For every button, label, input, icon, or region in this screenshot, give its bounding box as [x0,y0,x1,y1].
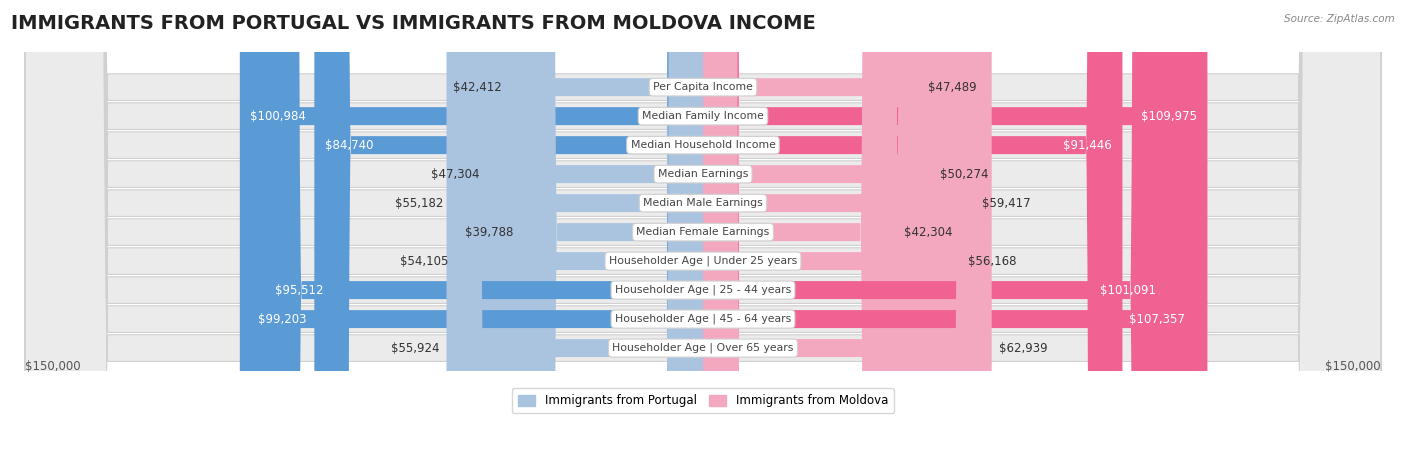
Text: $62,939: $62,939 [998,341,1047,354]
Text: Householder Age | Under 25 years: Householder Age | Under 25 years [609,256,797,266]
Text: Median Earnings: Median Earnings [658,169,748,179]
FancyBboxPatch shape [520,0,703,467]
Text: Median Family Income: Median Family Income [643,111,763,121]
Legend: Immigrants from Portugal, Immigrants from Moldova: Immigrants from Portugal, Immigrants fro… [512,389,894,413]
FancyBboxPatch shape [247,0,703,467]
Text: Householder Age | 45 - 64 years: Householder Age | 45 - 64 years [614,314,792,325]
FancyBboxPatch shape [703,0,960,467]
Text: $95,512: $95,512 [276,283,323,297]
FancyBboxPatch shape [703,0,921,467]
Text: $59,417: $59,417 [983,197,1031,210]
FancyBboxPatch shape [25,0,1381,467]
Text: $84,740: $84,740 [325,139,373,152]
FancyBboxPatch shape [450,0,703,467]
Text: Householder Age | Over 65 years: Householder Age | Over 65 years [612,343,794,354]
FancyBboxPatch shape [25,0,1381,467]
FancyBboxPatch shape [25,0,1381,467]
Text: Householder Age | 25 - 44 years: Householder Age | 25 - 44 years [614,285,792,295]
FancyBboxPatch shape [703,0,991,467]
FancyBboxPatch shape [25,0,1381,467]
FancyBboxPatch shape [25,0,1381,467]
Text: Per Capita Income: Per Capita Income [652,82,754,92]
FancyBboxPatch shape [25,0,1381,467]
FancyBboxPatch shape [703,0,897,467]
Text: Source: ZipAtlas.com: Source: ZipAtlas.com [1284,14,1395,24]
Text: $101,091: $101,091 [1101,283,1156,297]
FancyBboxPatch shape [454,0,703,467]
FancyBboxPatch shape [25,0,1381,467]
Text: $56,168: $56,168 [967,255,1017,268]
Text: IMMIGRANTS FROM PORTUGAL VS IMMIGRANTS FROM MOLDOVA INCOME: IMMIGRANTS FROM PORTUGAL VS IMMIGRANTS F… [11,14,815,33]
FancyBboxPatch shape [25,0,1381,467]
Text: $99,203: $99,203 [259,312,307,325]
FancyBboxPatch shape [264,0,703,467]
Text: $39,788: $39,788 [465,226,513,239]
Text: Median Male Earnings: Median Male Earnings [643,198,763,208]
Text: $42,304: $42,304 [904,226,952,239]
FancyBboxPatch shape [509,0,703,467]
FancyBboxPatch shape [703,0,1122,467]
Text: $107,357: $107,357 [1129,312,1185,325]
Text: $42,412: $42,412 [453,81,502,94]
FancyBboxPatch shape [25,0,1381,467]
FancyBboxPatch shape [447,0,703,467]
Text: $150,000: $150,000 [25,360,82,373]
Text: Median Female Earnings: Median Female Earnings [637,227,769,237]
Text: $109,975: $109,975 [1142,110,1197,123]
Text: $50,274: $50,274 [941,168,988,181]
Text: $150,000: $150,000 [1324,360,1381,373]
Text: $47,489: $47,489 [928,81,976,94]
Text: $47,304: $47,304 [430,168,479,181]
Text: $55,182: $55,182 [395,197,443,210]
Text: $100,984: $100,984 [250,110,307,123]
Text: Median Household Income: Median Household Income [630,140,776,150]
FancyBboxPatch shape [703,0,1167,467]
FancyBboxPatch shape [486,0,703,467]
FancyBboxPatch shape [25,0,1381,467]
Text: $54,105: $54,105 [399,255,449,268]
FancyBboxPatch shape [240,0,703,467]
FancyBboxPatch shape [315,0,703,467]
Text: $91,446: $91,446 [1063,139,1112,152]
FancyBboxPatch shape [703,0,934,467]
Text: $55,924: $55,924 [391,341,440,354]
FancyBboxPatch shape [703,0,1195,467]
FancyBboxPatch shape [703,0,1208,467]
FancyBboxPatch shape [703,0,976,467]
